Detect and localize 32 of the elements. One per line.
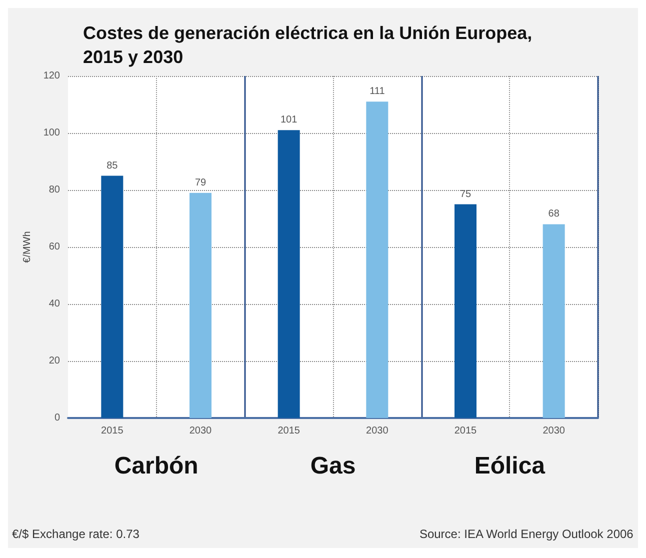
x-tick-label: 2015 xyxy=(454,426,478,436)
x-tick-label: 2030 xyxy=(189,426,212,436)
text: Eólica xyxy=(474,452,546,480)
bar xyxy=(190,192,212,418)
y-tick-label: 120 xyxy=(43,70,60,82)
y-tick-label: 20 xyxy=(48,356,60,366)
y-axis-title: €/MWh xyxy=(22,231,33,263)
x-tick-label: 2030 xyxy=(542,426,566,436)
y-tick-label: 80 xyxy=(48,184,60,196)
text: Carbón xyxy=(114,452,198,480)
data-label: 85 xyxy=(106,160,118,172)
data-label: 79 xyxy=(194,177,206,188)
x-tick-label: 2015 xyxy=(101,426,124,436)
data-label: 75 xyxy=(460,188,472,200)
y-tick-label: 40 xyxy=(48,298,60,310)
data-label: 101 xyxy=(280,114,298,126)
text: €/$ Exchange rate: 0.73 xyxy=(12,527,140,541)
bar xyxy=(101,176,124,418)
chart-title: Costes de generación eléctrica en la Unión Europea, 2015 y 2030 xyxy=(83,23,532,67)
bar xyxy=(542,224,565,418)
source-note: Source: IEA World Energy Outlook 2006 xyxy=(419,527,634,541)
y-tick-label: 0 xyxy=(54,412,60,424)
text: Gas xyxy=(310,452,356,480)
y-tick-label: 60 xyxy=(48,242,60,252)
x-tick-label: 2015 xyxy=(278,426,300,436)
bar xyxy=(366,102,388,418)
data-label: 111 xyxy=(370,86,386,98)
x-tick-label: 2030 xyxy=(366,426,389,436)
data-label: 68 xyxy=(548,208,560,220)
y-tick-label: 100 xyxy=(43,128,60,138)
bar xyxy=(278,130,300,418)
bar xyxy=(454,204,476,418)
